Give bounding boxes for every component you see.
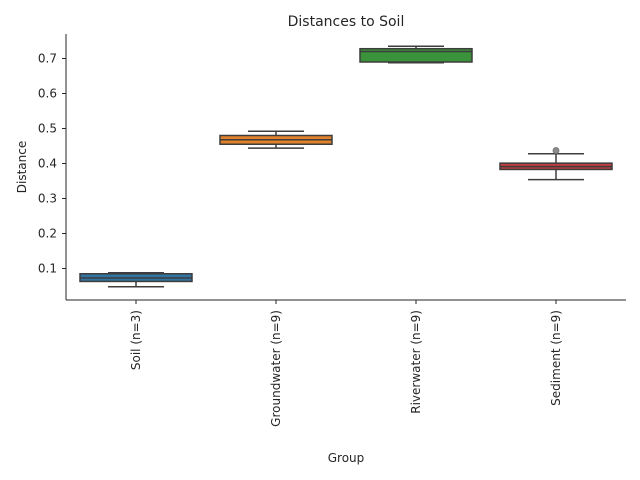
y-axis-ticks: 0.1 0.2 0.3 0.4 0.5 0.6 0.7 bbox=[38, 52, 66, 276]
y-axis-label: Distance bbox=[15, 141, 29, 193]
box-group bbox=[499, 147, 613, 181]
chart-title: Distances to Soil bbox=[288, 14, 405, 30]
x-axis-label: Group bbox=[328, 451, 365, 465]
x-tick-label: Groundwater (n=9) bbox=[269, 310, 283, 427]
x-axis-ticks: Soil (n=3) Groundwater (n=9) Riverwater (n… bbox=[129, 300, 563, 427]
y-tick-label: 0.7 bbox=[38, 52, 57, 66]
box-group bbox=[79, 271, 193, 288]
x-tick-label: Sediment (n=9) bbox=[549, 310, 563, 406]
y-tick-label: 0.1 bbox=[38, 262, 57, 276]
y-tick-label: 0.3 bbox=[38, 192, 57, 206]
box-group bbox=[219, 130, 333, 149]
y-tick-label: 0.4 bbox=[38, 157, 57, 171]
y-tick-label: 0.5 bbox=[38, 122, 57, 136]
x-tick-label: Soil (n=3) bbox=[129, 310, 143, 370]
box-group bbox=[359, 45, 473, 64]
plot-area bbox=[79, 45, 613, 288]
outlier-point bbox=[552, 147, 560, 154]
box-body bbox=[359, 47, 473, 63]
x-tick-label: Riverwater (n=9) bbox=[409, 310, 423, 414]
y-tick-label: 0.2 bbox=[38, 227, 57, 241]
y-tick-label: 0.6 bbox=[38, 87, 57, 101]
